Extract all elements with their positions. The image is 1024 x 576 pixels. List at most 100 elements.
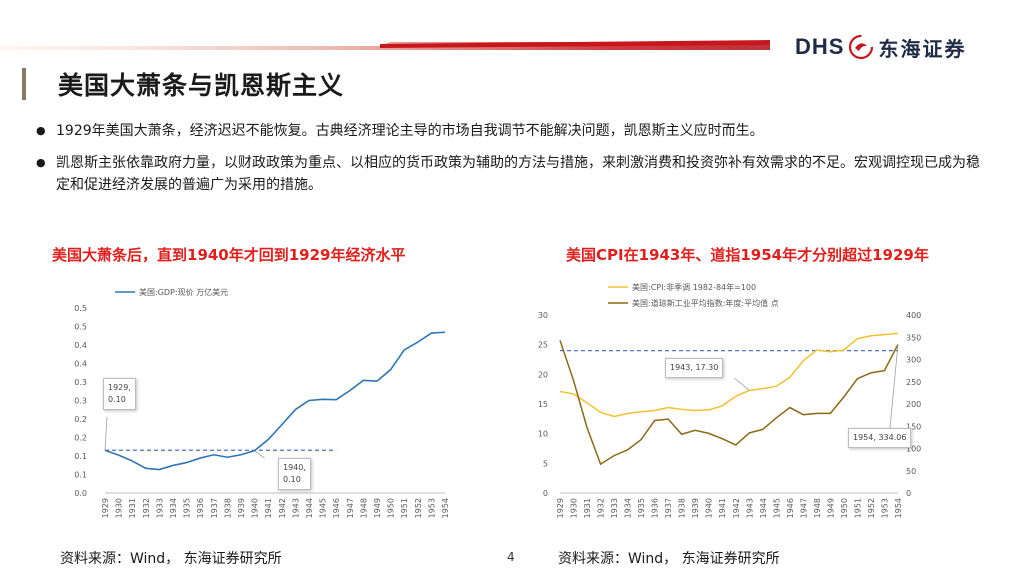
y-left-tick-label: 5 [543, 459, 548, 468]
y-tick-label: 0.3 [74, 397, 87, 406]
x-tick-label: 1950 [387, 498, 396, 518]
y-tick-label: 0.4 [74, 341, 87, 350]
x-tick-label: 1936 [651, 498, 660, 518]
x-tick-label: 1929 [556, 498, 565, 518]
y-right-tick-label: 250 [906, 378, 921, 387]
y-tick-label: 0.5 [74, 323, 87, 332]
x-tick-label: 1931 [128, 498, 137, 518]
chart-title-right: 美国CPI在1943年、道指1954年才分别超过1929年 [566, 246, 929, 264]
y-right-tick-label: 200 [906, 400, 921, 409]
x-tick-label: 1947 [346, 498, 355, 518]
logo-cn-text: 东海证券 [878, 36, 967, 61]
x-tick-label: 1946 [332, 498, 341, 518]
x-tick-label: 1940 [251, 498, 260, 518]
page-title: 美国大萧条与凯恩斯主义 [58, 71, 345, 100]
header-decoration [0, 40, 770, 50]
x-tick-label: 1948 [359, 498, 368, 518]
x-tick-label: 1933 [610, 498, 619, 518]
x-tick-label: 1944 [305, 498, 314, 518]
y-right-tick-label: 50 [906, 467, 916, 476]
y-right-tick-label: 0 [906, 489, 911, 498]
y-left-tick-label: 10 [538, 430, 548, 439]
annotation-line: 0.10 [283, 475, 301, 484]
gdp-line-chart: 0.0 0.1 0.1 0.2 0.2 0.3 0.3 0.4 0.4 0.5 0.5 1929 193… [74, 287, 450, 518]
x-tick-label: 1943 [745, 498, 754, 518]
company-logo: DHS 东海证券 [795, 32, 966, 62]
x-tick-label: 1938 [678, 498, 687, 518]
y-left-tick-label: 20 [538, 370, 548, 379]
y-left-tick-label: 0 [543, 489, 548, 498]
annotation-pointer [104, 416, 108, 451]
x-tick-label: 1942 [732, 498, 741, 518]
x-tick-label: 1931 [583, 498, 592, 518]
annotation-1954: 1954, 334.06 [848, 428, 912, 448]
x-tick-label: 1952 [867, 498, 876, 518]
y-left-tick-label: 15 [538, 400, 548, 409]
source-right: 资料来源：Wind， 东海证券研究所 [558, 551, 780, 567]
legend-label: 美国:CPI:非季调 1982-84年=100 [632, 282, 756, 292]
x-tick-label: 1945 [319, 498, 328, 518]
x-tick-label: 1942 [278, 498, 287, 518]
x-tick-label: 1936 [196, 498, 205, 518]
x-tick-label: 1935 [183, 498, 192, 518]
y-tick-label: 0.1 [74, 452, 87, 461]
y-left-tick-label: 25 [538, 341, 548, 350]
dragon-logo-icon [849, 34, 874, 60]
x-tick-label: 1945 [772, 498, 781, 518]
cpi-dow-line-chart: 0510152025300501001502002503003504001929… [538, 282, 921, 518]
legend-label: 美国:GDP:现价 万亿美元 [139, 287, 228, 297]
y-right-tick-label: 150 [906, 422, 921, 431]
annotation-line: 0.10 [108, 395, 126, 404]
x-tick-label: 1954 [441, 498, 450, 518]
annotation-1940: 1940, 0.10 [278, 458, 311, 490]
x-tick-label: 1934 [169, 498, 178, 518]
annotation-1943: 1943, 17.30 [665, 358, 724, 378]
x-tick-label: 1932 [142, 498, 151, 518]
y-tick-label: 0.5 [74, 304, 87, 313]
x-tick-label: 1932 [597, 498, 606, 518]
cpi-series-line [559, 332, 899, 418]
x-tick-label: 1934 [624, 498, 633, 518]
x-tick-label: 1951 [853, 498, 862, 518]
x-tick-label: 1937 [664, 498, 673, 518]
bullet-dot-icon: ● [36, 156, 46, 169]
x-tick-label: 1949 [826, 498, 835, 518]
x-tick-label: 1944 [759, 498, 768, 518]
y-right-tick-label: 100 [906, 445, 921, 454]
y-right-tick-label: 300 [906, 356, 921, 365]
title-accent-bar [22, 68, 26, 100]
y-tick-label: 0.0 [74, 489, 87, 498]
annotation-pointer [734, 377, 750, 391]
y-tick-label: 0.4 [74, 360, 87, 369]
annotation-pointer [889, 344, 899, 429]
bullet-text: 凯恩斯主张依靠政府力量，以财政政策为重点、以相应的货币政策为辅助的方法与措施，来… [56, 155, 980, 193]
x-tick-label: 1930 [570, 498, 579, 518]
x-tick-label: 1949 [373, 498, 382, 518]
x-tick-label: 1943 [291, 498, 300, 518]
annotation-line: 1929, [108, 383, 131, 392]
x-tick-label: 1953 [880, 498, 889, 518]
annotation-pointer [254, 450, 265, 459]
page-number: 4 [507, 550, 515, 564]
bullet-text: 1929年美国大萧条，经济迟迟不能恢复。古典经济理论主导的市场自我调节不能解决问… [56, 123, 764, 139]
x-tick-label: 1937 [210, 498, 219, 518]
bullet-dot-icon: ● [36, 124, 46, 137]
x-tick-label: 1933 [155, 498, 164, 518]
x-tick-label: 1938 [223, 498, 232, 518]
x-tick-label: 1929 [101, 498, 110, 518]
x-tick-label: 1939 [237, 498, 246, 518]
y-tick-label: 0.3 [74, 378, 87, 387]
x-tick-label: 1952 [414, 498, 423, 518]
x-tick-label: 1951 [400, 498, 409, 518]
x-tick-label: 1953 [427, 498, 436, 518]
x-tick-label: 1946 [786, 498, 795, 518]
x-tick-label: 1939 [691, 498, 700, 518]
x-tick-label: 1950 [840, 498, 849, 518]
x-tick-label: 1940 [705, 498, 714, 518]
gdp-series-line [104, 331, 446, 471]
y-right-tick-label: 350 [906, 333, 921, 342]
annotation-line: 1940, [283, 463, 306, 472]
x-tick-label: 1930 [115, 498, 124, 518]
y-tick-label: 0.2 [74, 434, 87, 443]
annotation-1929: 1929, 0.10 [103, 378, 136, 410]
